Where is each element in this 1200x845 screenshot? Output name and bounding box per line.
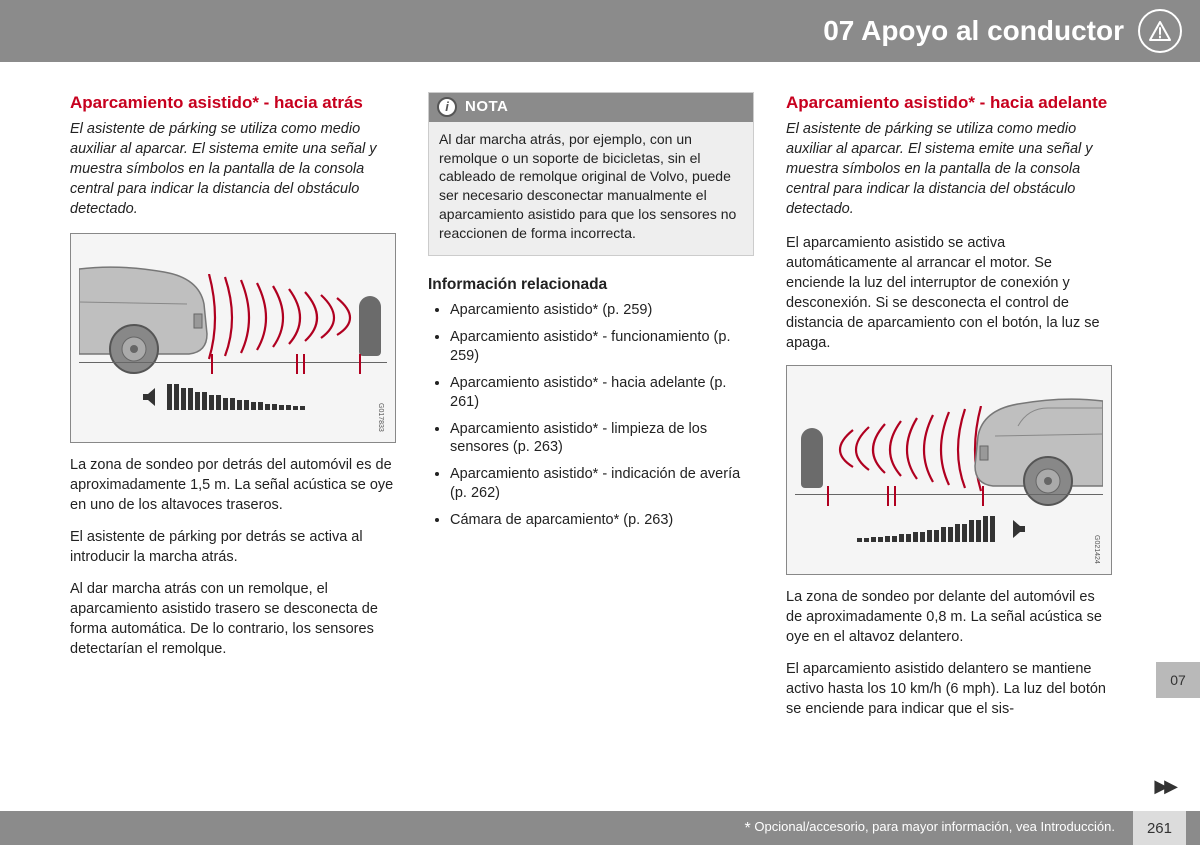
body-text: La zona de sondeo por detrás del automóv… xyxy=(70,455,396,515)
figure-front-sensing: G021424 xyxy=(786,365,1112,575)
speaker-icon xyxy=(141,386,163,408)
intro-rear: El asistente de párking se utiliza como … xyxy=(70,119,396,219)
note-header: i NOTA xyxy=(429,93,753,122)
distance-marker xyxy=(359,354,361,374)
related-item: Cámara de aparcamiento* (p. 263) xyxy=(450,511,754,530)
column-middle: i NOTA Al dar marcha atrás, por ejemplo,… xyxy=(428,92,754,731)
column-right: Aparcamiento asistido* - hacia adelante … xyxy=(786,92,1112,731)
distance-marker xyxy=(211,354,213,374)
side-tab: 07 xyxy=(1156,662,1200,698)
page-number: 261 xyxy=(1133,811,1186,845)
triangle-warning-icon xyxy=(1138,9,1182,53)
figure-rear-sensing: G017833 xyxy=(70,233,396,443)
intensity-ticks xyxy=(167,384,305,410)
distance-marker xyxy=(827,486,829,506)
section-heading-rear: Aparcamiento asistido* - hacia atrás xyxy=(70,92,396,113)
body-text: La zona de sondeo por delante del automó… xyxy=(786,587,1112,647)
sonar-waves-icon xyxy=(199,274,369,364)
bollard-icon xyxy=(359,296,381,356)
bollard-icon xyxy=(801,428,823,488)
related-item: Aparcamiento asistido* - limpieza de los… xyxy=(450,420,754,458)
footnote: * Opcional/accesorio, para mayor informa… xyxy=(745,819,1115,838)
related-heading: Información relacionada xyxy=(428,274,754,295)
ground-line xyxy=(795,494,1103,495)
distance-marker xyxy=(894,486,896,506)
chapter-title: 07 Apoyo al conductor xyxy=(823,15,1124,47)
speaker-icon xyxy=(1005,518,1027,540)
column-left: Aparcamiento asistido* - hacia atrás El … xyxy=(70,92,396,731)
related-item: Aparcamiento asistido* - hacia adelante … xyxy=(450,374,754,412)
figure-id: G021424 xyxy=(1091,535,1101,564)
section-heading-front: Aparcamiento asistido* - hacia adelante xyxy=(786,92,1112,113)
note-title: NOTA xyxy=(465,97,508,118)
car-front-icon xyxy=(953,386,1103,506)
distance-marker xyxy=(982,486,984,506)
related-item: Aparcamiento asistido* (p. 259) xyxy=(450,301,754,320)
body-text: El aparcamiento asistido delantero se ma… xyxy=(786,659,1112,719)
distance-marker xyxy=(296,354,298,374)
related-item: Aparcamiento asistido* - indicación de a… xyxy=(450,465,754,503)
distance-marker xyxy=(887,486,889,506)
body-text: El asistente de párking por detrás se ac… xyxy=(70,527,396,567)
page-footer: * Opcional/accesorio, para mayor informa… xyxy=(0,811,1200,845)
figure-id: G017833 xyxy=(375,403,385,432)
ground-line xyxy=(79,362,387,363)
intensity-ticks xyxy=(857,516,995,542)
continuation-arrows-icon: ▶▶ xyxy=(1154,776,1174,797)
page-body: Aparcamiento asistido* - hacia atrás El … xyxy=(0,62,1200,731)
note-box: i NOTA Al dar marcha atrás, por ejemplo,… xyxy=(428,92,754,256)
page-header: 07 Apoyo al conductor xyxy=(0,0,1200,62)
note-body: Al dar marcha atrás, por ejemplo, con un… xyxy=(429,122,753,255)
body-text: El aparcamiento asistido se activa autom… xyxy=(786,233,1112,353)
body-text: Al dar marcha atrás con un remolque, el … xyxy=(70,579,396,659)
info-icon: i xyxy=(437,97,457,117)
distance-marker xyxy=(303,354,305,374)
related-item: Aparcamiento asistido* - funcionamiento … xyxy=(450,328,754,366)
intro-front: El asistente de párking se utiliza como … xyxy=(786,119,1112,219)
related-list: Aparcamiento asistido* (p. 259) Aparcami… xyxy=(428,301,754,529)
